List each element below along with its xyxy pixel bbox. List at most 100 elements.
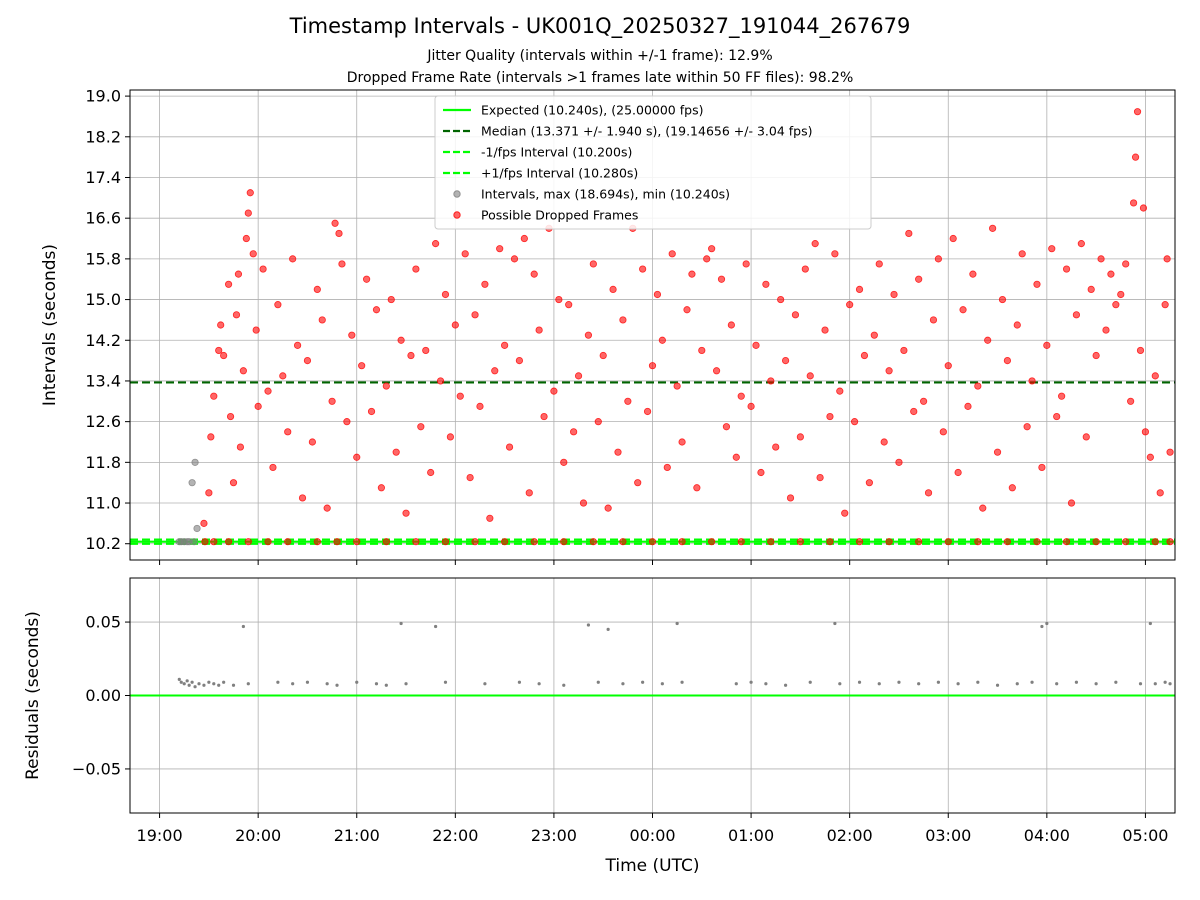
dropped-frame-point <box>328 397 336 405</box>
residual-point <box>1094 682 1098 686</box>
residual-point <box>305 680 310 684</box>
dropped-frame-point <box>224 280 233 288</box>
dropped-frame-point <box>934 255 942 263</box>
dropped-frame-point <box>929 316 938 324</box>
dropped-frame-point <box>885 367 893 375</box>
interval-point <box>193 524 201 533</box>
dropped-frame-point <box>693 484 701 492</box>
residual-point <box>1163 680 1167 684</box>
bottom-panel-points <box>177 621 1172 689</box>
dropped-frame-point <box>915 275 923 283</box>
dropped-frame-point <box>402 509 410 517</box>
dropped-frame-point <box>796 538 804 546</box>
dropped-frame-point <box>367 407 376 416</box>
residual-point <box>185 679 189 683</box>
dropped-frame-point <box>1092 351 1100 360</box>
dropped-frame-point <box>535 326 543 334</box>
dropped-frame-point <box>584 331 593 339</box>
dropped-frame-point <box>737 538 745 546</box>
dropped-frame-point <box>1102 326 1110 334</box>
dropped-frame-point <box>200 519 208 527</box>
dropped-frame-point <box>226 412 235 421</box>
x-tick-label: 05:00 <box>1122 826 1168 845</box>
residual-point <box>1148 621 1152 626</box>
dropped-frame-point <box>215 346 223 355</box>
dropped-frame-point <box>836 387 844 395</box>
residual-point <box>877 682 881 686</box>
dropped-frame-point <box>811 240 819 248</box>
interval-point <box>191 458 199 466</box>
dropped-frame-point <box>910 407 918 416</box>
residual-point <box>374 682 379 686</box>
dropped-frame-point <box>432 240 440 248</box>
residual-point <box>217 683 221 687</box>
interval-point <box>190 538 198 546</box>
residual-point <box>857 680 862 684</box>
dropped-frame-point <box>207 433 215 441</box>
dropped-frame-point <box>663 463 671 472</box>
dropped-frame-point <box>1161 301 1169 309</box>
dropped-frame-point <box>1058 392 1066 400</box>
x-tick-label: 01:00 <box>728 826 774 845</box>
dropped-frame-point <box>855 285 864 293</box>
residual-point <box>187 683 191 687</box>
dropped-frame-point <box>515 357 524 365</box>
residual-point <box>231 683 236 687</box>
dropped-frame-point <box>944 362 952 370</box>
dropped-frame-point <box>870 331 878 339</box>
dropped-frame-point <box>303 357 312 365</box>
dropped-frame-point <box>1033 538 1041 546</box>
dropped-frame-point <box>772 443 780 451</box>
residual-point <box>399 621 403 626</box>
dropped-frame-point <box>377 484 385 492</box>
dropped-frame-point <box>767 538 775 546</box>
dropped-frame-point <box>1117 290 1125 299</box>
dropped-frame-point <box>530 538 538 546</box>
dropped-frame-point <box>900 346 908 355</box>
dropped-frame-point <box>422 346 430 355</box>
legend-marker-swatch <box>453 211 461 219</box>
x-tick-label: 21:00 <box>334 826 380 845</box>
bottom-y-tick-label: −0.05 <box>72 759 121 778</box>
dropped-frame-point <box>1053 412 1061 421</box>
dropped-frame-point <box>372 306 381 314</box>
residual-point <box>193 685 197 689</box>
residual-point <box>222 680 226 684</box>
dropped-frame-point <box>570 428 578 436</box>
dropped-frame-point <box>338 260 346 268</box>
dropped-frame-point <box>264 538 272 546</box>
residual-point <box>202 683 206 687</box>
dropped-frame-point <box>703 255 711 263</box>
legend: Expected (10.240s), (25.00000 fps) Median… <box>434 95 872 230</box>
dropped-frame-point <box>1131 153 1140 161</box>
dropped-frame-point <box>865 479 873 487</box>
dropped-frame-point <box>589 260 597 268</box>
dropped-frame-point <box>648 362 657 370</box>
dropped-frame-point <box>574 372 583 380</box>
dropped-frame-point <box>885 538 893 546</box>
top-y-tick-label: 16.6 <box>85 209 121 228</box>
residual-point <box>1168 682 1172 686</box>
residual-point <box>335 683 339 687</box>
residual-point <box>621 682 625 686</box>
residual-point <box>734 682 738 686</box>
dropped-frame-point <box>806 372 814 380</box>
dropped-frame-point <box>1129 199 1138 207</box>
residual-point <box>675 621 679 626</box>
dropped-frame-point <box>274 301 282 309</box>
dropped-frame-point <box>989 224 997 232</box>
residual-point <box>241 624 245 629</box>
x-tick-label: 19:00 <box>137 826 183 845</box>
dropped-frame-point <box>1156 489 1164 497</box>
dropped-frame-point <box>201 538 209 546</box>
dropped-frame-point <box>1072 311 1081 319</box>
dropped-frame-point <box>757 468 765 477</box>
dropped-frame-point <box>855 538 864 546</box>
dropped-frame-point <box>525 489 533 497</box>
residual-point <box>917 682 921 686</box>
residual-point <box>596 680 600 684</box>
dropped-frame-point <box>846 301 854 309</box>
dropped-frame-point <box>363 275 371 283</box>
chart-subtitle-jitter: Jitter Quality (intervals within +/-1 fr… <box>427 48 773 64</box>
interval-point <box>183 538 191 546</box>
